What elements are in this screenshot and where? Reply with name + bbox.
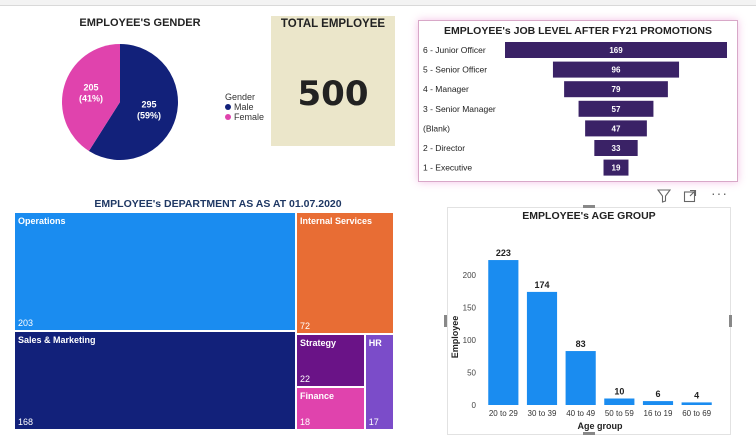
gender-chart-title: EMPLOYEE'S GENDER: [79, 17, 201, 29]
funnel-category-label: 5 - Senior Officer: [423, 65, 487, 75]
age-group-title: EMPLOYEE's AGE GROUP: [522, 210, 656, 222]
age-bar[interactable]: [488, 260, 519, 405]
funnel-value-label: 96: [612, 66, 621, 75]
funnel-bar[interactable]: [594, 140, 638, 156]
funnel-bar[interactable]: [552, 61, 680, 78]
treemap-value: 18: [299, 416, 310, 427]
funnel-bar[interactable]: [603, 159, 629, 176]
y-axis-title: Employee: [450, 316, 460, 359]
age-group-card[interactable]: EMPLOYEE's AGE GROUP 0 50 100 150 200 Employe…: [447, 207, 731, 435]
funnel-category-label: 3 - Senior Manager: [423, 104, 496, 114]
legend-item-female[interactable]: Female: [225, 112, 264, 122]
age-bar-value: 10: [614, 387, 624, 397]
legend-item-male[interactable]: Male: [225, 102, 264, 112]
pie-label-male: 295 (59%): [137, 99, 161, 120]
x-tick-label: 60 to 69: [682, 409, 711, 418]
total-employee-title: TOTAL EMPLOYEE: [280, 18, 386, 30]
pie-slice-female[interactable]: [62, 44, 120, 151]
funnel-category-label: 2 - Director: [423, 143, 465, 153]
treemap-value: 17: [368, 416, 379, 427]
top-strip: [0, 0, 756, 6]
funnel-category-label: (Blank): [423, 123, 450, 133]
age-bar-value: 83: [576, 339, 586, 349]
y-tick-label: 0: [472, 401, 477, 410]
funnel-category-label: 4 - Manager: [423, 84, 469, 94]
resize-handle-right[interactable]: [729, 315, 732, 327]
job-level-card[interactable]: EMPLOYEE's JOB LEVEL AFTER FY21 PROMOTIO…: [418, 20, 738, 182]
gender-legend-title: Gender: [225, 92, 256, 102]
funnel-value-label: 19: [612, 164, 621, 173]
funnel-category-label: 1 - Executive: [423, 163, 472, 173]
x-axis-title: Age group: [578, 421, 623, 431]
treemap-block-operations[interactable]: Operations 203: [14, 212, 296, 332]
gender-legend: Gender Male Female: [225, 92, 264, 122]
funnel-category-label: 6 - Junior Officer: [423, 45, 486, 55]
total-employee-card[interactable]: TOTAL EMPLOYEE 500: [271, 16, 395, 146]
age-bar-value: 6: [655, 389, 660, 399]
funnel-bar[interactable]: [585, 120, 647, 137]
x-tick-label: 16 to 19: [644, 409, 673, 418]
more-options-icon[interactable]: ···: [711, 185, 728, 201]
treemap-value: 72: [299, 320, 310, 331]
treemap-label: HR: [368, 337, 382, 348]
y-tick-label: 50: [467, 369, 476, 378]
focus-mode-icon[interactable]: [683, 189, 697, 206]
x-tick-label: 30 to 39: [528, 409, 557, 418]
age-bar-value: 223: [496, 248, 511, 258]
legend-label-male: Male: [234, 102, 254, 112]
age-bar[interactable]: [604, 398, 635, 406]
resize-handle-left[interactable]: [444, 315, 447, 327]
pie-slice-male[interactable]: [88, 44, 178, 160]
funnel-bar[interactable]: [564, 81, 668, 98]
funnel-value-label: 33: [612, 144, 621, 153]
age-bar-value: 174: [534, 280, 549, 290]
treemap-block-internal-services[interactable]: Internal Services 72: [295, 212, 394, 334]
legend-dot-male: [225, 104, 231, 110]
age-group-bar-chart[interactable]: 0 50 100 150 200 Employee 223 20 to 29 174 30 to …: [448, 222, 730, 434]
age-bar[interactable]: [642, 401, 674, 405]
y-tick-label: 150: [463, 304, 477, 313]
treemap-value: 168: [18, 416, 34, 427]
y-tick-label: 100: [463, 336, 477, 345]
treemap-block-strategy[interactable]: Strategy 22: [295, 333, 365, 387]
department-treemap[interactable]: Operations 203 Sales & Marketing 168 Interna…: [14, 212, 394, 430]
filter-icon[interactable]: [656, 189, 672, 206]
treemap-value: 22: [299, 373, 310, 384]
x-tick-label: 40 to 49: [566, 409, 595, 418]
treemap-block-sales-marketing[interactable]: Sales & Marketing 168: [14, 331, 296, 430]
legend-label-female: Female: [234, 112, 265, 122]
funnel-bar[interactable]: [505, 42, 727, 58]
y-tick-label: 200: [463, 271, 477, 280]
job-level-title: EMPLOYEE's JOB LEVEL AFTER FY21 PROMOTIO…: [444, 25, 712, 37]
x-tick-label: 50 to 59: [605, 409, 634, 418]
total-employee-value: 500: [297, 74, 369, 114]
age-bar-value: 4: [694, 390, 699, 400]
age-bar[interactable]: [681, 402, 712, 405]
resize-handle-bottom[interactable]: [583, 432, 595, 435]
treemap-label: Internal Services: [299, 216, 372, 226]
gender-pie-chart[interactable]: 295 (59%) 205 (41%): [58, 30, 188, 172]
funnel-bar[interactable]: [578, 100, 654, 117]
pie-label-female: 205 (41%): [79, 83, 103, 104]
treemap-value: 203: [18, 318, 34, 329]
resize-handle-top[interactable]: [583, 205, 595, 208]
funnel-value-label: 169: [609, 46, 623, 55]
legend-dot-female: [225, 114, 231, 120]
treemap-block-hr[interactable]: HR 17: [364, 333, 394, 430]
treemap-label: Strategy: [299, 337, 336, 348]
treemap-label: Sales & Marketing: [18, 335, 96, 346]
treemap-label: Finance: [299, 390, 334, 401]
age-bar[interactable]: [565, 351, 596, 405]
age-bar[interactable]: [526, 291, 558, 405]
funnel-value-label: 57: [612, 105, 621, 114]
department-chart-title: EMPLOYEE's DEPARTMENT AS AS AT 01.07.202…: [94, 198, 342, 210]
x-tick-label: 20 to 29: [489, 409, 518, 418]
funnel-value-label: 79: [612, 85, 621, 94]
treemap-block-finance[interactable]: Finance 18: [295, 386, 365, 430]
funnel-value-label: 47: [612, 124, 621, 133]
job-level-funnel-chart[interactable]: 6 - Junior Officer 169 5 - Senior Officer 9…: [419, 39, 737, 179]
treemap-label: Operations: [18, 216, 66, 226]
